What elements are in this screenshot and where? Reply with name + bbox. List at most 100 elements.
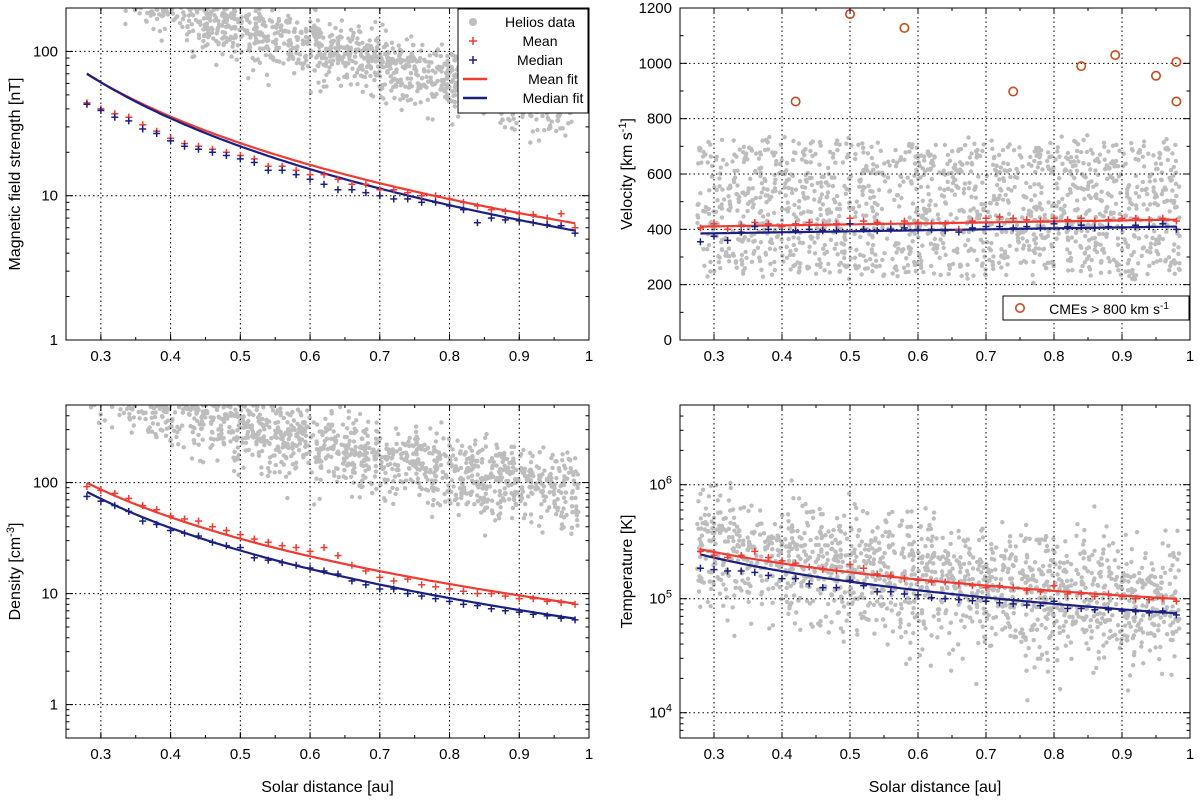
helios-point	[745, 201, 751, 207]
helios-point	[1082, 250, 1088, 255]
helios-point	[359, 63, 365, 68]
helios-point	[783, 193, 788, 198]
helios-point	[800, 150, 806, 155]
helios-point	[130, 389, 134, 393]
helios-point	[708, 269, 713, 274]
helios-point	[234, 0, 238, 2]
helios-point	[1145, 271, 1150, 277]
helios-point	[1127, 273, 1132, 279]
helios-point	[455, 502, 461, 507]
helios-point	[931, 271, 937, 276]
helios-point	[331, 429, 336, 434]
helios-point	[763, 252, 769, 257]
helios-point	[245, 432, 250, 437]
helios-point	[1168, 167, 1174, 173]
helios-point	[1167, 209, 1172, 214]
helios-point	[1006, 211, 1012, 217]
helios-point	[453, 492, 459, 498]
helios-point	[1021, 258, 1027, 264]
helios-point	[714, 154, 719, 159]
helios-point	[149, 415, 154, 420]
helios-point	[561, 495, 567, 500]
helios-point	[142, 0, 146, 4]
y-tick-label: 1200	[639, 0, 672, 17]
helios-point	[372, 474, 378, 479]
helios-point	[464, 456, 470, 462]
helios-point	[420, 42, 425, 48]
helios-point	[725, 253, 730, 259]
helios-point	[274, 37, 279, 42]
helios-point	[1067, 250, 1073, 256]
helios-point	[1032, 158, 1037, 164]
helios-point	[246, 12, 252, 17]
helios-point	[1167, 268, 1172, 273]
helios-point	[555, 113, 560, 119]
helios-point	[144, 391, 148, 395]
helios-point	[716, 259, 722, 265]
helios-point	[484, 486, 489, 491]
helios-point	[810, 139, 815, 144]
helios-point	[218, 423, 224, 428]
mean-point	[320, 171, 328, 179]
helios-point	[479, 502, 484, 507]
helios-point	[547, 123, 553, 128]
helios-point	[793, 247, 799, 252]
helios-point	[828, 237, 834, 242]
helios-point	[819, 192, 825, 197]
helios-point	[298, 61, 304, 66]
helios-point	[840, 160, 846, 165]
helios-point	[1036, 246, 1042, 251]
helios-point	[323, 416, 328, 421]
helios-point	[834, 193, 840, 199]
helios-point	[166, 395, 170, 399]
helios-point	[1152, 229, 1157, 234]
helios-point	[356, 29, 362, 34]
helios-point	[92, 367, 96, 371]
helios-point	[338, 405, 343, 410]
helios-point	[1054, 181, 1059, 186]
helios-point	[366, 53, 371, 58]
helios-point	[791, 150, 797, 155]
helios-point	[259, 465, 264, 470]
helios-point	[1153, 166, 1159, 172]
helios-point	[1153, 242, 1158, 247]
helios-point	[1114, 260, 1119, 265]
helios-point	[772, 247, 778, 252]
helios-point	[914, 206, 920, 211]
helios-point	[436, 65, 441, 71]
helios-point	[741, 214, 746, 219]
helios-point	[257, 8, 262, 12]
helios-point	[150, 4, 154, 8]
helios-point	[743, 249, 748, 255]
helios-point	[1000, 197, 1006, 202]
helios-point	[506, 483, 511, 488]
helios-point	[366, 419, 371, 424]
median-point	[181, 142, 189, 150]
helios-point	[92, 405, 97, 408]
helios-point	[349, 494, 355, 499]
helios-point	[415, 476, 421, 481]
helios-point	[150, 379, 154, 383]
helios-point	[966, 186, 972, 191]
helios-point	[414, 429, 419, 435]
helios-point	[967, 215, 972, 220]
helios-point	[360, 89, 365, 95]
helios-point	[346, 36, 351, 41]
helios-point	[392, 95, 397, 101]
helios-point	[958, 262, 963, 267]
helios-point	[325, 446, 331, 452]
helios-point	[374, 420, 379, 425]
median-point	[153, 129, 161, 137]
median-point	[501, 216, 509, 224]
helios-point	[130, 375, 134, 379]
helios-point	[293, 45, 299, 51]
helios-point	[425, 97, 430, 103]
helios-point	[1089, 179, 1094, 184]
helios-point	[998, 186, 1003, 192]
helios-point	[131, 391, 135, 395]
helios-point	[189, 394, 193, 398]
helios-point	[359, 460, 364, 465]
helios-point	[1144, 234, 1149, 239]
helios-point	[1161, 140, 1166, 145]
helios-point	[1065, 192, 1070, 198]
